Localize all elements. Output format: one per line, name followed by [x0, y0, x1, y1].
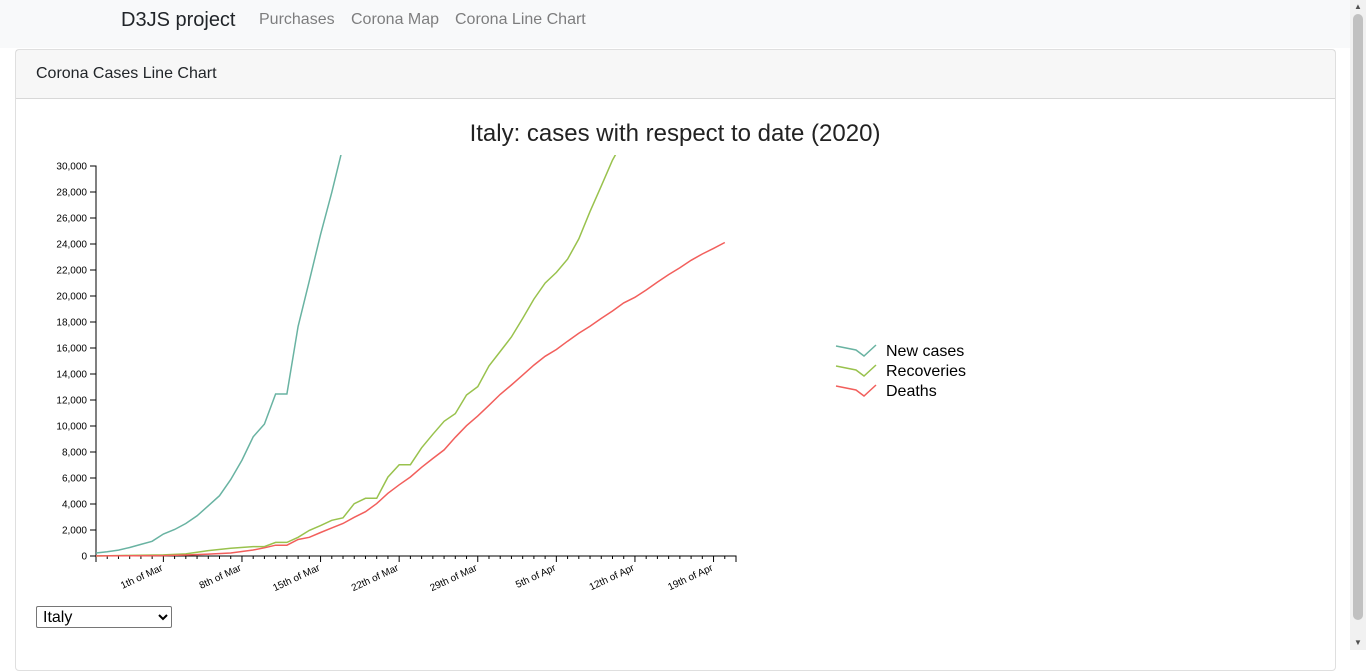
legend-label: Recoveries	[886, 363, 966, 380]
x-tick-label: 8th of Mar	[198, 562, 244, 591]
card-title: Corona Cases Line Chart	[36, 65, 217, 82]
x-axis-line	[95, 555, 737, 562]
x-tick-label: 22th of Mar	[350, 562, 401, 594]
legend: New cases Recoveries Deaths	[835, 343, 966, 400]
series-line-new-cases	[96, 155, 342, 554]
y-tick-label: 26,000	[56, 214, 87, 225]
y-tick-label: 10,000	[56, 422, 87, 433]
y-tick-label: 30,000	[56, 162, 87, 173]
y-axis-line	[90, 165, 97, 557]
series-lines	[96, 155, 726, 557]
card-header: Corona Cases Line Chart	[16, 50, 1335, 99]
x-tick-label: 15th of Mar	[271, 562, 322, 594]
nav-link-purchases[interactable]: Purchases	[259, 11, 335, 28]
y-tick-label: 28,000	[56, 188, 87, 199]
legend-label: New cases	[886, 343, 964, 360]
x-tick-label: 1th of Mar	[119, 562, 165, 591]
x-tick-label: 19th of Apr	[666, 562, 715, 593]
page-scrollbar[interactable]: ▲ ▼	[1350, 0, 1366, 650]
scroll-up-arrow-icon[interactable]: ▲	[1354, 2, 1362, 11]
chart-card: Corona Cases Line Chart	[15, 49, 1336, 671]
legend-swatch	[835, 364, 877, 377]
y-tick-label: 16,000	[56, 344, 87, 355]
y-tick-label: 12,000	[56, 396, 87, 407]
y-tick-label: 8,000	[62, 448, 87, 459]
x-axis: 1th of Mar 8th of Mar 15th of Mar 22th of M…	[95, 555, 737, 594]
legend-swatch	[835, 384, 877, 397]
y-tick-label: 0	[81, 552, 87, 563]
x-tick-label: 5th of Apr	[514, 562, 558, 590]
y-axis: 0 2,000 4,000 6,000 8,000 10,000 12,000 14,000 1…	[56, 162, 97, 563]
legend-label: Deaths	[886, 383, 937, 400]
y-tick-label: 20,000	[56, 292, 87, 303]
line-chart: Italy: cases with respect to date (2020)…	[56, 120, 966, 594]
series-line-deaths	[96, 241, 726, 557]
x-tick-label: 29th of Mar	[429, 562, 480, 594]
brand-link[interactable]: D3JS project	[121, 9, 236, 31]
chart-title: Italy: cases with respect to date (2020)	[470, 120, 881, 147]
y-tick-label: 6,000	[62, 474, 87, 485]
navbar: D3JS project Purchases Corona Map Corona…	[0, 0, 1350, 48]
nav-link-corona-line-chart[interactable]: Corona Line Chart	[455, 11, 586, 28]
y-tick-label: 14,000	[56, 370, 87, 381]
scroll-down-arrow-icon[interactable]: ▼	[1354, 638, 1362, 647]
legend-swatch	[835, 344, 877, 357]
nav-link-corona-map[interactable]: Corona Map	[351, 11, 440, 28]
country-select[interactable]: Italy	[36, 606, 172, 628]
series-line-recoveries	[96, 155, 617, 557]
y-tick-label: 22,000	[56, 266, 87, 277]
y-tick-label: 4,000	[62, 500, 87, 511]
y-tick-label: 24,000	[56, 240, 87, 251]
y-tick-label: 18,000	[56, 318, 87, 329]
y-tick-label: 2,000	[62, 526, 87, 537]
scroll-thumb[interactable]	[1353, 14, 1363, 620]
x-tick-label: 12th of Apr	[588, 562, 637, 593]
